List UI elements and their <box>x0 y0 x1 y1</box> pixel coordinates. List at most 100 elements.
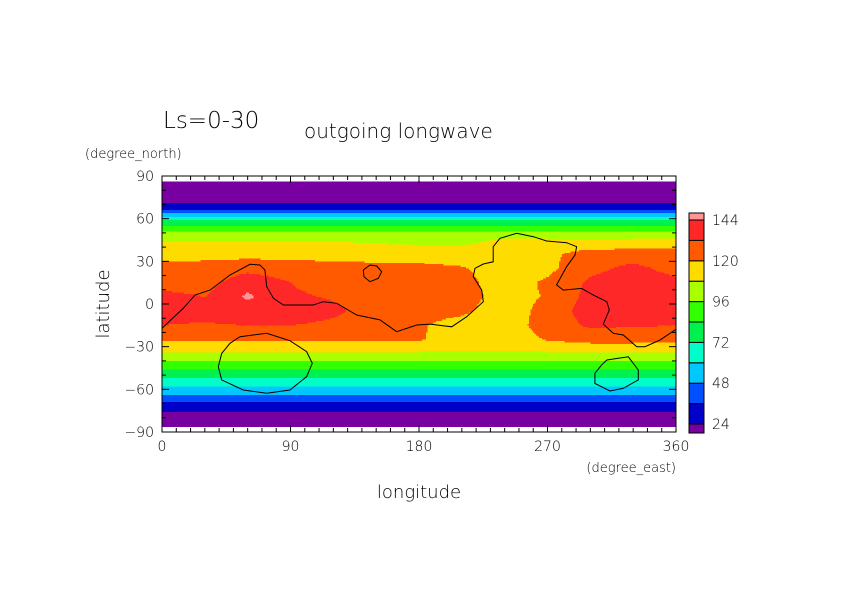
contour-band <box>427 325 530 328</box>
contour-band <box>162 272 247 275</box>
contour-band <box>571 311 677 314</box>
contour-band <box>428 323 529 326</box>
contour-band <box>162 251 571 254</box>
contour-band <box>603 271 661 274</box>
contour-band <box>162 292 184 295</box>
contour-band <box>537 281 586 284</box>
contour-band <box>291 282 480 285</box>
contour-band <box>656 269 677 272</box>
contour-band <box>610 268 654 271</box>
contour-band <box>162 215 677 218</box>
contour-band <box>540 294 580 296</box>
x-tick-label: 270 <box>534 439 561 455</box>
contour-band <box>236 323 297 326</box>
contour-band <box>470 269 557 272</box>
contour-band <box>558 267 616 269</box>
contour-band <box>301 289 483 292</box>
contour-band <box>530 328 677 331</box>
contour-band <box>162 350 420 353</box>
contour-band <box>162 362 677 365</box>
contour-band <box>473 272 553 275</box>
chart-subtitle: outgoing longwave <box>304 119 493 143</box>
contour-band <box>244 294 253 296</box>
contour-band <box>478 281 539 284</box>
contour-band <box>162 349 677 352</box>
contour-band <box>558 261 677 264</box>
contour-band <box>162 385 677 387</box>
contour-band <box>504 238 548 241</box>
contour-band <box>162 210 677 213</box>
contour-band <box>536 301 577 304</box>
contour-band <box>574 316 677 319</box>
contour-band <box>234 275 270 278</box>
contour-band <box>413 244 467 247</box>
contour-band <box>162 348 677 351</box>
contour-band <box>214 322 309 325</box>
contour-band <box>480 301 537 304</box>
contour-band <box>316 295 484 298</box>
y-axis-units: (degree_north) <box>85 147 182 162</box>
contour-band <box>162 326 429 329</box>
contour-band <box>443 264 560 267</box>
contour-band <box>162 305 341 308</box>
contour-band <box>162 368 677 370</box>
contour-band <box>162 217 677 220</box>
contour-band <box>162 395 677 397</box>
contour-band <box>230 276 276 279</box>
contour-band <box>162 379 677 382</box>
colorbar-label: 96 <box>712 295 730 311</box>
contour-band <box>269 275 476 278</box>
colorbar-label: 72 <box>712 335 730 351</box>
contour-band <box>477 278 544 281</box>
contour-band <box>162 240 490 242</box>
y-tick-label: 90 <box>136 169 154 185</box>
contour-band <box>537 282 584 285</box>
contour-band <box>260 258 561 261</box>
contour-band <box>162 299 331 302</box>
contour-band <box>481 291 540 294</box>
contour-band <box>644 265 677 268</box>
contour-band <box>453 316 530 319</box>
contour-band <box>162 404 677 407</box>
contour-band <box>337 315 461 318</box>
contour-band <box>546 339 677 342</box>
contour-band <box>162 275 236 278</box>
contour-band <box>162 228 677 231</box>
contour-band <box>537 335 677 338</box>
contour-band <box>162 416 677 419</box>
contour-band <box>162 294 194 296</box>
contour-band <box>162 321 317 323</box>
contour-band <box>607 269 657 272</box>
contour-band <box>162 245 677 248</box>
contour-band <box>426 335 539 338</box>
contour-band <box>588 276 677 279</box>
contour-band <box>162 342 591 345</box>
contour-band <box>162 193 677 195</box>
contour-band <box>528 322 580 325</box>
contour-band <box>584 281 677 284</box>
contour-band <box>426 332 536 335</box>
contour-band <box>321 296 484 299</box>
contour-band <box>162 413 677 416</box>
contour-band <box>162 417 677 420</box>
contour-band <box>346 311 473 314</box>
contour-band <box>162 389 677 392</box>
contour-band <box>560 259 677 262</box>
contour-band <box>590 342 634 345</box>
contour-band <box>538 292 581 295</box>
contour-band <box>528 318 577 321</box>
contour-band <box>340 305 479 308</box>
contour-band <box>468 268 558 271</box>
contour-band <box>538 336 677 339</box>
contour-band <box>210 291 306 294</box>
contour-band <box>480 286 539 289</box>
contour-band <box>538 291 581 294</box>
contour-band <box>162 264 444 267</box>
contour-band <box>162 234 677 237</box>
contour-band <box>162 355 677 358</box>
contour-band <box>162 353 677 356</box>
contour-band <box>578 295 677 298</box>
contour-band <box>162 366 677 369</box>
contour-band <box>253 296 323 299</box>
